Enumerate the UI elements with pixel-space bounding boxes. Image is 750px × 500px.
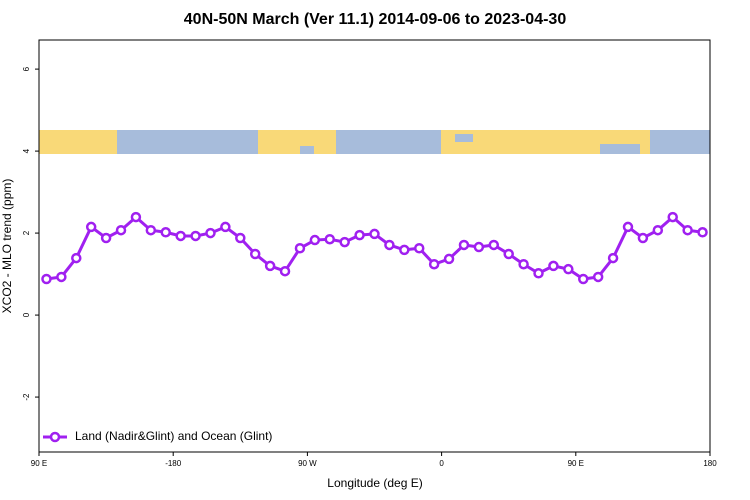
x-tick-label: 0: [439, 459, 444, 468]
x-tick-label: -180: [165, 459, 182, 468]
data-point: [592, 271, 604, 283]
data-point: [607, 252, 619, 264]
x-tick-label: 90 W: [298, 459, 317, 468]
data-point: [443, 253, 455, 265]
data-point: [145, 224, 157, 236]
data-point: [428, 258, 440, 270]
data-point: [652, 224, 664, 236]
data-point: [175, 230, 186, 242]
data-point: [56, 271, 67, 283]
y-tick-label: 0: [22, 312, 31, 317]
data-point: [71, 252, 82, 264]
data-point: [115, 224, 127, 236]
data-point: [548, 260, 559, 272]
data-point: [160, 227, 171, 238]
data-point: [294, 243, 306, 254]
data-point: [309, 234, 321, 246]
data-point: [667, 211, 678, 223]
data-point: [205, 227, 216, 239]
x-tick-label: 90 E: [568, 459, 584, 468]
data-point: [458, 239, 470, 251]
data-point: [518, 258, 529, 270]
legend-label: Land (Nadir&Glint) and Ocean (Glint): [75, 429, 272, 443]
data-point: [622, 221, 634, 233]
data-point: [503, 248, 514, 260]
data-point: [235, 232, 246, 244]
x-tick-label: 90 E: [31, 459, 47, 468]
data-point: [339, 236, 350, 248]
data-point: [249, 248, 261, 260]
data-point: [85, 221, 97, 233]
data-point: [324, 233, 336, 245]
data-point: [100, 232, 112, 244]
data-point: [369, 228, 380, 240]
data-point: [697, 227, 708, 238]
data-point: [473, 241, 485, 253]
data-point: [413, 243, 425, 254]
data-point: [578, 273, 589, 285]
data-point: [41, 273, 52, 285]
y-axis-label: XCO2 - MLO trend (ppm): [0, 179, 14, 314]
y-tick-label: 2: [22, 230, 31, 235]
y-tick-label: -2: [22, 393, 31, 401]
plot-frame: [38, 39, 711, 453]
data-point: [354, 229, 365, 241]
data-point: [682, 224, 693, 236]
series-line: [46, 215, 703, 281]
data-point: [220, 221, 231, 233]
legend-marker: [49, 431, 61, 443]
x-axis-label: Longitude (deg E): [327, 476, 422, 490]
y-tick-label: 4: [22, 148, 31, 153]
data-point: [637, 232, 649, 244]
chart-title: 40N-50N March (Ver 11.1) 2014-09-06 to 2…: [184, 11, 567, 28]
data-point: [488, 239, 500, 251]
data-point: [264, 260, 276, 272]
data-point: [279, 265, 291, 277]
data-point: [399, 244, 410, 256]
data-point: [533, 268, 544, 279]
map-band: [39, 130, 710, 154]
data-point: [130, 211, 142, 223]
x-tick-label: 180: [703, 459, 717, 468]
y-tick-label: 6: [22, 66, 31, 71]
data-point: [563, 263, 574, 275]
data-point: [384, 239, 395, 251]
data-point: [190, 230, 201, 242]
